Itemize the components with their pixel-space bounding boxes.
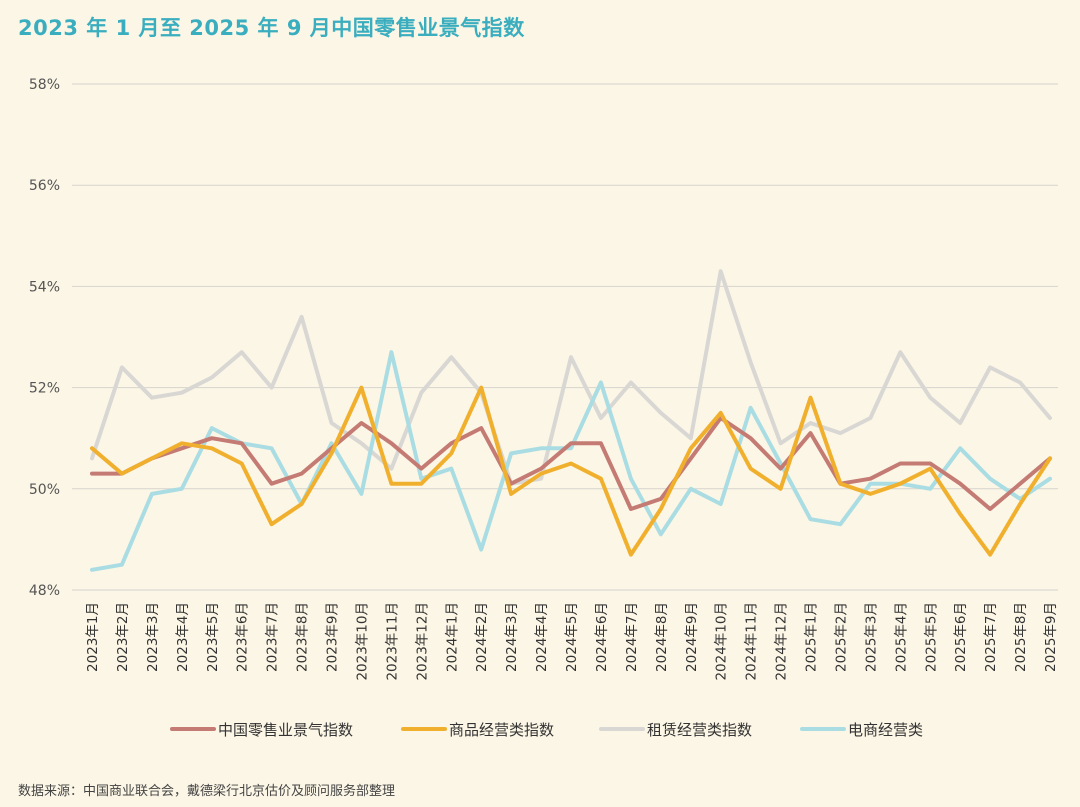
x-tick-label: 2023年5月 bbox=[205, 602, 221, 672]
x-tick-label: 2023年6月 bbox=[235, 602, 251, 672]
x-tick-label: 2024年1月 bbox=[444, 602, 460, 672]
legend-label-3: 电商经营类 bbox=[848, 721, 923, 739]
legend-label-2: 租赁经营类指数 bbox=[647, 721, 752, 739]
x-tick-label: 2023年11月 bbox=[384, 602, 400, 681]
x-tick-label: 2025年6月 bbox=[953, 602, 969, 672]
series-line-1 bbox=[90, 385, 1052, 557]
x-tick-label: 2025年5月 bbox=[923, 602, 939, 672]
x-tick-label: 2024年8月 bbox=[654, 602, 670, 672]
x-tick-label: 2025年2月 bbox=[833, 602, 849, 672]
y-tick-label: 56% bbox=[29, 178, 60, 194]
x-tick-label: 2024年9月 bbox=[684, 602, 700, 672]
x-tick-label: 2023年9月 bbox=[325, 602, 341, 672]
source-note: 数据来源：中国商业联合会，戴德梁行北京估价及顾问服务部整理 bbox=[18, 784, 396, 799]
x-tick-label: 2024年7月 bbox=[624, 602, 640, 672]
y-tick-label: 52% bbox=[29, 381, 60, 397]
x-tick-label: 2025年3月 bbox=[863, 602, 879, 672]
x-tick-label: 2025年7月 bbox=[983, 602, 999, 672]
y-tick-label: 48% bbox=[29, 583, 60, 599]
y-tick-label: 58% bbox=[29, 77, 60, 93]
x-tick-label: 2025年8月 bbox=[1013, 602, 1029, 672]
x-tick-label: 2023年2月 bbox=[115, 602, 131, 672]
x-tick-label: 2024年11月 bbox=[744, 602, 760, 681]
x-tick-label: 2024年2月 bbox=[474, 602, 490, 672]
x-tick-label: 2025年4月 bbox=[893, 602, 909, 672]
x-tick-label: 2023年1月 bbox=[85, 602, 101, 672]
x-tick-label: 2024年3月 bbox=[504, 602, 520, 672]
x-tick-label: 2024年5月 bbox=[564, 602, 580, 672]
y-tick-label: 50% bbox=[29, 482, 60, 498]
x-tick-label: 2023年7月 bbox=[265, 602, 281, 672]
x-tick-label: 2024年4月 bbox=[534, 602, 550, 672]
x-tick-label: 2024年12月 bbox=[774, 602, 790, 681]
x-tick-label: 2025年9月 bbox=[1043, 602, 1059, 672]
y-tick-label: 54% bbox=[29, 279, 60, 295]
x-tick-label: 2023年10月 bbox=[354, 602, 370, 681]
x-tick-label: 2023年4月 bbox=[175, 602, 191, 672]
series-line-2 bbox=[90, 269, 1052, 486]
x-tick-label: 2024年10月 bbox=[714, 602, 730, 681]
chart-title: 2023 年 1 月至 2025 年 9 月中国零售业景气指数 bbox=[18, 16, 525, 40]
legend-label-0: 中国零售业景气指数 bbox=[218, 721, 353, 739]
x-tick-label: 2023年3月 bbox=[145, 602, 161, 672]
x-tick-label: 2023年12月 bbox=[414, 602, 430, 681]
x-tick-label: 2024年6月 bbox=[594, 602, 610, 672]
x-tick-label: 2023年8月 bbox=[295, 602, 311, 672]
x-tick-label: 2025年1月 bbox=[804, 602, 820, 672]
legend-label-1: 商品经营类指数 bbox=[449, 721, 554, 739]
series-line-0 bbox=[90, 416, 1052, 511]
series-line-3 bbox=[90, 350, 1052, 572]
